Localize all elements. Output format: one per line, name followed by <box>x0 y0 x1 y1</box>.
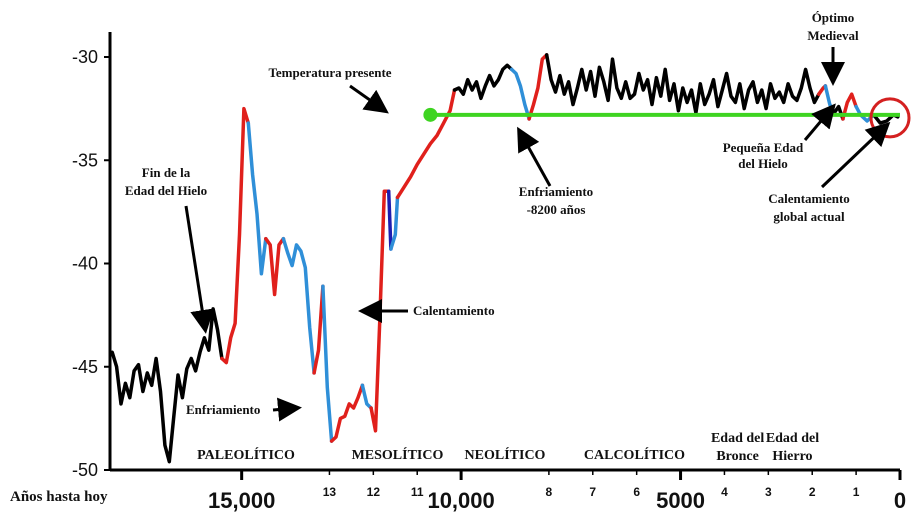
x-tick-label-minor: 6 <box>633 485 640 499</box>
x-axis-title: Años hasta hoy <box>10 489 108 505</box>
series-line-red-7 <box>329 383 365 443</box>
era-label: NEOLÍTICO <box>465 446 546 463</box>
y-tick-label: -30 <box>72 47 98 67</box>
y-tick-label: -45 <box>72 357 98 377</box>
series-line-red-1 <box>220 106 251 365</box>
x-tick-label-minor: 3 <box>765 485 772 499</box>
x-tick-label-minor: 8 <box>546 485 553 499</box>
annotation-text-3-0: Enfriamiento <box>186 402 260 417</box>
annotation-text-4-1: -8200 años <box>527 202 586 217</box>
annotation-text-0-0: Fin de la <box>142 165 191 180</box>
annotation-text-4-0: Enfriamiento <box>519 184 593 199</box>
y-tick-label: -50 <box>72 460 98 480</box>
series-line-red-5 <box>312 284 325 375</box>
annotation-text-5-1: Medieval <box>807 28 859 43</box>
series-line-black-13 <box>452 63 514 101</box>
annotation-arrow-0 <box>184 205 215 334</box>
annotation-text-7-0: Calentamiento <box>768 191 850 206</box>
x-tick-label-major: 10,000 <box>427 488 494 513</box>
series-line-black-0 <box>110 307 224 464</box>
era-label: PALEOLÍTICO <box>197 446 295 463</box>
annotation-arrow-1 <box>349 84 389 114</box>
era-label: MESOLÍTICO <box>352 446 444 463</box>
y-tick-label: -40 <box>72 254 98 274</box>
annotation-text-5-0: Óptimo <box>812 10 855 25</box>
era-label-line1: Edad del <box>766 431 819 446</box>
x-tick-label-minor: 13 <box>323 485 337 499</box>
x-tick-label-major: 0 <box>894 488 906 513</box>
x-tick-label-minor: 11 <box>411 485 424 499</box>
x-tick-label-minor: 2 <box>809 485 816 499</box>
series-line-red-3 <box>264 236 286 297</box>
x-tick-label-major: 5000 <box>656 488 705 513</box>
series-line-black-16 <box>544 53 821 115</box>
annotation-arrow-7 <box>820 121 891 189</box>
era-label-line1: Edad del <box>711 431 764 446</box>
series-line-blue-8 <box>360 383 373 410</box>
annotation-arrow-6 <box>803 103 836 141</box>
era-label-line2: Hierro <box>772 449 812 464</box>
series-line-blue-2 <box>246 121 268 276</box>
annotation-arrow-4 <box>517 126 552 187</box>
annotation-text-7-1: global actual <box>773 209 845 224</box>
series-line-blue-6 <box>321 284 334 443</box>
x-tick-label-minor: 12 <box>367 485 381 499</box>
x-tick-label-major: 15,000 <box>208 488 275 513</box>
annotation-text-2-0: Calentamiento <box>413 303 495 318</box>
series-line-red-12 <box>395 88 457 200</box>
era-label: CALCOLÍTICO <box>584 446 685 463</box>
annotation-arrow-3 <box>272 397 302 422</box>
era-label-line2: Bronce <box>716 449 759 464</box>
x-tick-label-minor: 1 <box>853 485 860 499</box>
annotation-text-1-0: Temperatura presente <box>268 65 391 80</box>
x-tick-label-minor: 4 <box>721 485 728 499</box>
annotation-text-6-1: del Hielo <box>738 156 787 171</box>
annotation-text-6-0: Pequeña Edad <box>723 140 804 155</box>
present-temperature-dot <box>423 107 438 122</box>
x-tick-label-minor: 7 <box>589 485 596 499</box>
series-line-blue-4 <box>281 236 316 375</box>
y-tick-label: -35 <box>72 150 98 170</box>
series-line-red-15 <box>527 53 549 121</box>
series-line-blue-14 <box>509 67 531 121</box>
series-line-darkblue-10 <box>386 189 393 251</box>
series-line-blue-11 <box>389 195 400 251</box>
annotation-text-0-1: Edad del Hielo <box>125 183 207 198</box>
series-line-red-20 <box>841 92 858 121</box>
